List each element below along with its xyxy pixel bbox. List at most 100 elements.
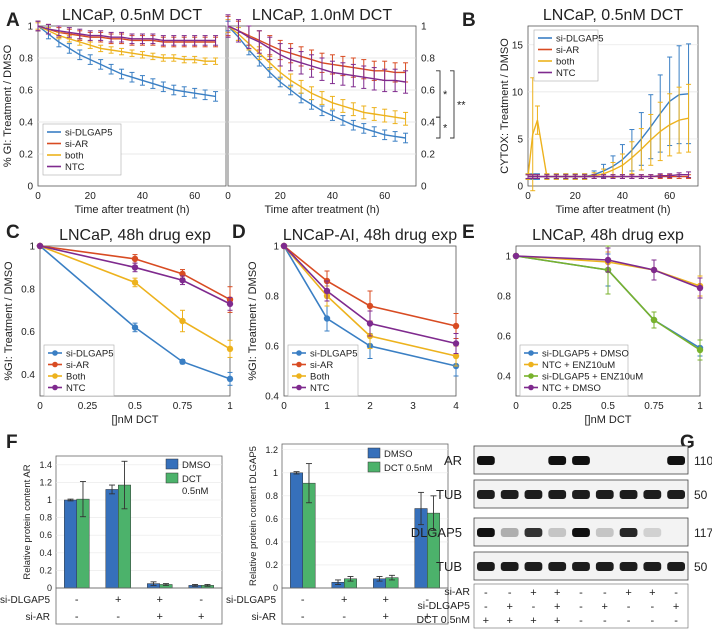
legend-marker [296, 373, 302, 379]
y-tick-label: 0.8 [39, 513, 52, 523]
blot-condition-cell: + [649, 587, 655, 599]
condition-cell: + [157, 594, 163, 606]
condition-cell: - [425, 594, 429, 606]
blot-label-ar: AR [444, 453, 462, 468]
series-ntc [280, 242, 460, 354]
series-line [283, 245, 457, 367]
y-tick-label: 1 [505, 252, 511, 263]
y-tick-label: 0 [273, 583, 278, 593]
data-point [36, 242, 44, 250]
blot-condition-cell: + [530, 615, 536, 627]
y-tick-label: 10 [512, 87, 524, 98]
blot-band [524, 562, 543, 571]
y-tick-label: 0.6 [19, 86, 33, 97]
y-tick-label: 0.4 [21, 370, 35, 381]
series-line [37, 25, 216, 43]
blot-band [667, 562, 685, 571]
x-tick-label: 0.75 [644, 401, 664, 412]
condition-cell: - [116, 611, 120, 623]
y-tick-label: 0 [517, 182, 523, 193]
blot-condition-cell: - [674, 587, 678, 599]
x-tick-label: 4 [453, 401, 459, 412]
bar [64, 499, 78, 589]
significance-bracket-3 [436, 116, 441, 139]
legend-entry: both [65, 151, 84, 162]
legend-marker [296, 361, 302, 368]
y-tick-label: 5 [517, 134, 523, 145]
blot-band [548, 562, 567, 571]
series-line [515, 255, 701, 289]
blot-band [548, 456, 567, 465]
x-tick-label: 20 [570, 191, 582, 202]
x-tick-label: 0.75 [173, 401, 193, 412]
blot-band [572, 490, 590, 499]
y-tick-label: 0.8 [265, 491, 278, 501]
y-tick-label: 0.2 [265, 560, 278, 570]
condition-table [281, 587, 449, 625]
condition-cell: + [383, 611, 389, 623]
y-tick-label: 0 [47, 583, 52, 593]
y-tick-label: 0.6 [21, 327, 35, 338]
blot-row-label: DCT 0.5nM [417, 614, 471, 626]
series-line [39, 245, 231, 380]
blot-condition-cell: + [625, 587, 631, 599]
panel-label-b: B [462, 10, 476, 31]
y-tick-label: 0.4 [265, 537, 278, 547]
significance-bracket-3-label: * [443, 123, 448, 135]
x-tick-label: 0.25 [78, 401, 98, 412]
x-tick-label: 0.5 [128, 401, 142, 412]
blot-condition-cell: - [674, 615, 678, 627]
y-tick-label: 1 [273, 242, 279, 253]
blot-condition-cell: - [484, 601, 488, 613]
blot-condition-cell: + [554, 601, 560, 613]
chart-title-E: LNCaP, 48h drug exp [532, 227, 684, 244]
condition-cell: + [157, 611, 163, 623]
x-tick-label: 0 [281, 401, 287, 412]
blot-band [548, 528, 567, 537]
legend-marker [528, 350, 534, 356]
y-tick-label: 0.6 [39, 530, 52, 540]
x-tick-label: 1 [227, 401, 233, 412]
series-line [227, 25, 406, 120]
data-point [366, 320, 374, 327]
legend-swatch [367, 447, 381, 459]
significance-bracket-2-label: ** [457, 99, 466, 111]
bar [105, 489, 119, 589]
condition-cell: + [383, 594, 389, 606]
bar [290, 472, 303, 589]
y-tick-label: 0 [421, 182, 427, 193]
y-tick-label: 0.2 [19, 150, 33, 161]
blot-band [500, 562, 519, 571]
y-tick-label: 0.6 [497, 332, 511, 343]
blot-condition-cell: - [532, 601, 536, 613]
blot-size-dlgap5: 117 [694, 526, 712, 540]
x-axis-label-A1: Time after treatment (h) [74, 204, 189, 216]
blot-band [572, 528, 590, 537]
legend-swatch [165, 458, 179, 470]
series-line [515, 255, 701, 351]
blot-band [500, 490, 519, 499]
x-tick-label: 0.5 [601, 401, 615, 412]
row-label-si-ar: si-AR [252, 612, 276, 623]
y-axis-label-F2: Relative protein content DLGAP5 [248, 446, 259, 586]
blot-condition-cell: - [579, 601, 583, 613]
series-both [35, 22, 219, 65]
data-point [650, 266, 658, 274]
series-line [227, 25, 406, 83]
blot-condition-cell: - [508, 587, 512, 599]
condition-table [55, 587, 223, 625]
data-point [179, 277, 186, 284]
blot-condition-cell: + [506, 601, 512, 613]
data-point [696, 284, 704, 292]
x-tick-label: 40 [327, 191, 339, 202]
blot-condition-cell: - [650, 615, 654, 627]
significance-bracket-1 [436, 70, 441, 118]
blot-band [667, 456, 685, 465]
condition-cell: - [199, 594, 203, 606]
y-tick-label: 1 [421, 22, 427, 33]
data-point [366, 302, 374, 310]
series-line [39, 245, 231, 305]
x-tick-label: 60 [379, 191, 391, 202]
x-tick-label: 1 [697, 401, 703, 412]
significance-bracket-1-label: * [443, 89, 448, 101]
